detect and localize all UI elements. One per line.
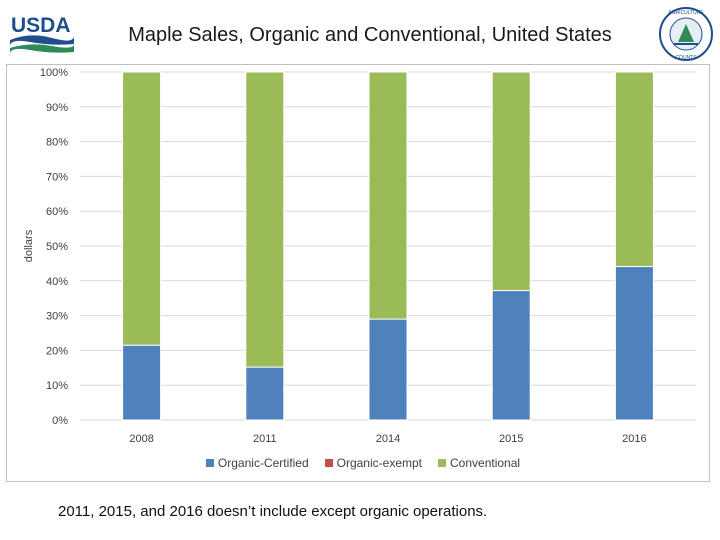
legend-item-organic-exempt: Organic-exempt bbox=[324, 456, 422, 470]
svg-text:COUNTS: COUNTS bbox=[675, 55, 697, 61]
page-title: Maple Sales, Organic and Conventional, U… bbox=[128, 24, 612, 46]
usda-logo: USDA bbox=[9, 14, 74, 56]
x-tick-label: 2015 bbox=[499, 433, 523, 445]
y-tick-label: 50% bbox=[46, 241, 68, 253]
y-tick-label: 30% bbox=[46, 311, 68, 323]
svg-text:AGRICULTURE: AGRICULTURE bbox=[668, 10, 704, 16]
legend-item-conventional: Conventional bbox=[438, 456, 520, 470]
bar-conventional-2015 bbox=[491, 71, 531, 292]
bar-conventional-2016 bbox=[614, 71, 654, 268]
x-tick-label: 2014 bbox=[376, 433, 400, 445]
bar-organic-certified-2008 bbox=[122, 344, 162, 421]
agriculture-counts-seal-icon: AGRICULTURE COUNTS bbox=[659, 7, 713, 61]
bar-conventional-2008 bbox=[122, 71, 162, 346]
bar-organic-certified-2014 bbox=[368, 318, 408, 421]
legend-label-organic-certified: Organic-Certified bbox=[217, 456, 309, 470]
y-tick-label: 60% bbox=[46, 206, 68, 218]
axis-layer: 0% 10% 20% 30% 40% 50% 60% 70% 80% 90% 100% 2008 201… bbox=[40, 67, 647, 445]
bar-conventional-2014 bbox=[368, 71, 408, 320]
y-tick-label: 70% bbox=[46, 171, 68, 183]
y-tick-label: 40% bbox=[46, 276, 68, 288]
y-tick-label: 10% bbox=[46, 380, 68, 392]
y-tick-label: 20% bbox=[46, 345, 68, 357]
chart-legend: Organic-Certified Organic-exempt Convent… bbox=[0, 456, 720, 470]
header-band bbox=[0, 0, 720, 64]
usda-logo-text: USDA bbox=[11, 14, 71, 37]
footnote: 2011, 2015, and 2016 doesn’t include exc… bbox=[58, 503, 488, 520]
x-tick-label: 2011 bbox=[253, 433, 277, 445]
legend-swatch-organic-exempt bbox=[324, 459, 333, 467]
bar-organic-certified-2015 bbox=[491, 290, 531, 421]
y-tick-label: 100% bbox=[40, 67, 68, 79]
bar-organic-certified-2011 bbox=[245, 366, 285, 421]
bars-layer bbox=[122, 71, 654, 421]
legend-swatch-conventional bbox=[438, 459, 446, 467]
y-axis-label: dollars bbox=[23, 229, 35, 262]
bar-conventional-2011 bbox=[245, 71, 285, 368]
legend-label-organic-exempt: Organic-exempt bbox=[336, 456, 422, 470]
legend-item-organic-certified: Organic-Certified bbox=[205, 456, 309, 470]
x-tick-label: 2016 bbox=[622, 433, 646, 445]
legend-swatch-organic-certified bbox=[205, 459, 214, 467]
legend-label-conventional: Conventional bbox=[450, 456, 521, 470]
y-tick-label: 80% bbox=[46, 137, 68, 149]
y-tick-label: 90% bbox=[46, 102, 68, 114]
bar-organic-certified-2016 bbox=[614, 266, 654, 421]
y-tick-label: 0% bbox=[52, 415, 68, 427]
x-tick-label: 2008 bbox=[129, 433, 153, 445]
